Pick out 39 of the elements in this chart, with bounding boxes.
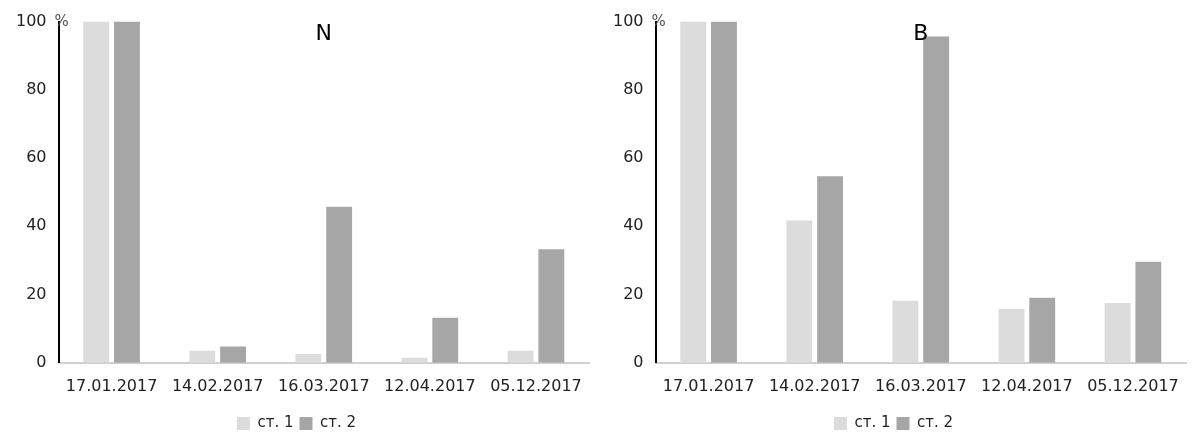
y-tick-label: 60 [26,147,47,167]
y-tick-label: 80 [623,79,644,98]
x-tick-label: 05.12.2017 [490,375,582,395]
x-tick-label: 16.03.2017 [277,375,370,395]
y-tick-label: 0 [633,351,644,371]
bar [220,346,246,363]
x-tick-label: 12.04.2017 [384,375,476,395]
x-tick-label: 05.12.2017 [1087,375,1179,395]
bar [538,249,565,363]
legend-label: ст. 1 [257,413,294,432]
x-tick-label: 12.04.2017 [981,375,1073,395]
y-tick-label: 60 [623,147,644,167]
y-tick-label: 20 [623,283,644,303]
x-tick-label: 14.02.2017 [171,375,264,395]
y-tick-label: 80 [26,79,47,98]
chart-title: B [913,20,929,46]
y-tick-label: 0 [36,351,47,371]
bar [817,176,843,363]
bar [711,21,737,363]
y-tick-label: 100 [612,10,644,30]
y-tick-label: 40 [623,215,644,235]
bar [1135,261,1162,363]
bar [1029,297,1056,363]
y-axis-title: % [54,11,69,30]
x-tick-label: 17.01.2017 [662,375,755,395]
legend-label: ст. 1 [854,413,891,432]
legend-label: ст. 2 [917,413,954,432]
chart-title: N [315,20,332,46]
y-tick-label: 40 [26,215,47,235]
y-tick-label: 100 [15,10,47,30]
y-axis-title: % [651,11,666,30]
x-tick-label: 16.03.2017 [874,375,967,395]
legend-label: ст. 2 [320,413,357,432]
x-tick-label: 17.01.2017 [65,375,158,395]
bar [326,206,353,363]
bar [114,21,140,363]
x-tick-label: 14.02.2017 [768,375,861,395]
y-tick-label: 20 [26,283,47,303]
bar [432,317,459,363]
